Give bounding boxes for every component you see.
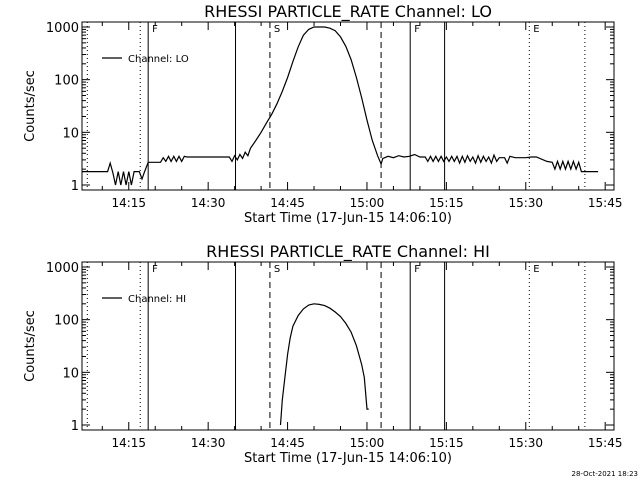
event-marker-label: E (533, 264, 539, 275)
lo-channel-chart: RHESSI PARTICLE_RATE Channel: LO 14:15 14:… (23, 2, 622, 226)
plot-frame (81, 261, 615, 431)
x-tick-label: 14:15 (111, 436, 146, 450)
x-axis-label: Start Time (17-Jun-15 14:06:10) (244, 211, 452, 226)
x-tick-label: 14:45 (270, 436, 305, 450)
data-series-line (279, 303, 369, 426)
y-tick-label: 10 (62, 126, 79, 141)
x-tick-label: 14:45 (270, 196, 305, 210)
event-marker-label: S (274, 264, 280, 275)
chart-title: RHESSI PARTICLE_RATE Channel: LO (204, 2, 492, 22)
chart-title: RHESSI PARTICLE_RATE Channel: HI (206, 242, 490, 262)
x-tick-label: 15:15 (429, 196, 464, 210)
event-marker-label: S (274, 24, 280, 35)
hi-channel-chart: RHESSI PARTICLE_RATE Channel: HI 14:15 14:… (23, 242, 622, 466)
y-tick-label: 1000 (46, 261, 79, 276)
legend-entry: Channel: HI (128, 294, 186, 305)
x-tick-label: 14:15 (111, 196, 146, 210)
event-marker-label: F (152, 264, 158, 275)
y-tick-label: 1 (71, 179, 79, 194)
event-marker-label: F (414, 24, 420, 35)
x-tick-label: 15:00 (350, 436, 385, 450)
x-tick-label: 15:30 (508, 196, 543, 210)
y-tick-label: 1 (71, 419, 79, 434)
y-tick-label: 100 (54, 74, 79, 89)
event-marker-label: E (533, 24, 539, 35)
y-tick-label: 1000 (46, 21, 79, 36)
x-axis-label: Start Time (17-Jun-15 14:06:10) (244, 451, 452, 466)
y-axis-label: Counts/sec (23, 70, 38, 142)
x-tick-label: 14:30 (191, 196, 226, 210)
event-marker-label: F (414, 264, 420, 275)
x-tick-label: 15:30 (508, 436, 543, 450)
data-series-line (82, 26, 599, 186)
y-tick-label: 10 (62, 366, 79, 381)
x-tick-label: 15:45 (588, 436, 623, 450)
x-tick-label: 15:15 (429, 436, 464, 450)
x-tick-label: 14:30 (191, 436, 226, 450)
y-tick-label: 100 (54, 314, 79, 329)
x-tick-label: 15:45 (588, 196, 623, 210)
legend-entry: Channel: LO (128, 54, 189, 65)
x-tick-label: 15:00 (350, 196, 385, 210)
generation-timestamp: 28-Oct-2021 18:23 (572, 470, 638, 478)
y-axis-label: Counts/sec (23, 310, 38, 382)
event-marker-label: F (152, 24, 158, 35)
plot-frame (81, 21, 615, 191)
